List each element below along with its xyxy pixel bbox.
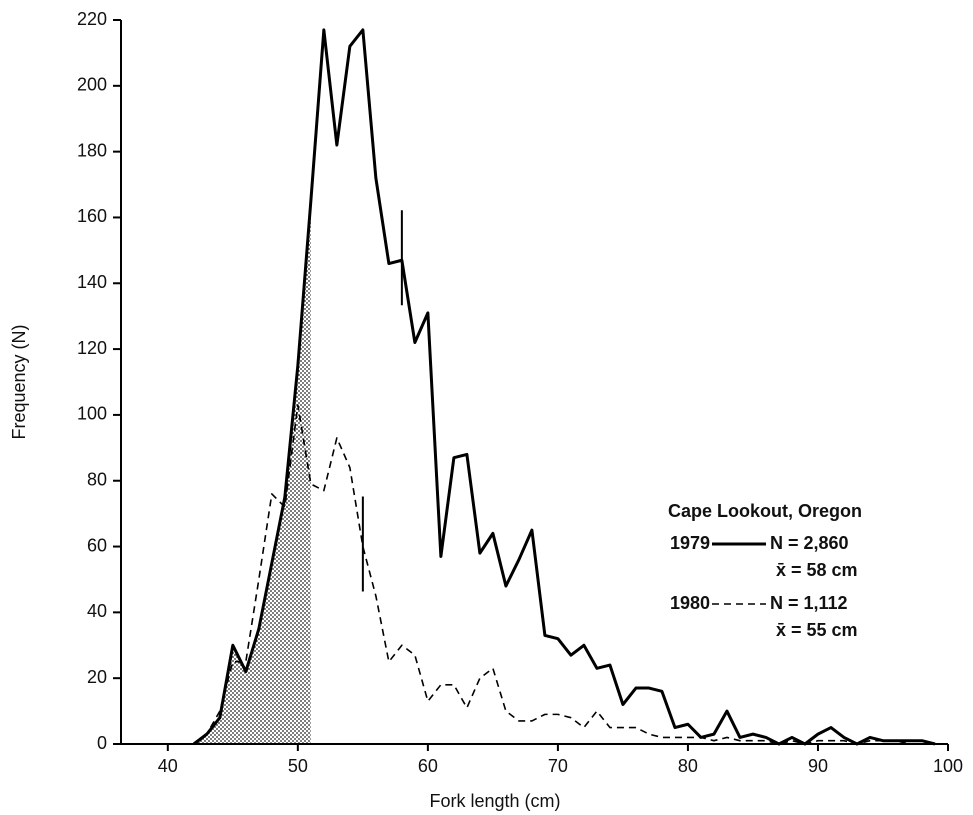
- y-tick-label: 20: [87, 667, 107, 687]
- x-tick-label: 70: [548, 756, 568, 776]
- y-tick-label: 200: [77, 75, 107, 95]
- x-axis-title: Fork length (cm): [429, 791, 560, 811]
- legend-mean: x̄ = 58 cm: [776, 560, 858, 580]
- legend-mean: x̄ = 55 cm: [776, 620, 858, 640]
- x-tick-label: 60: [418, 756, 438, 776]
- y-tick-label: 120: [77, 338, 107, 358]
- x-tick-label: 100: [933, 756, 963, 776]
- y-tick-label: 180: [77, 140, 107, 160]
- x-tick-label: 50: [288, 756, 308, 776]
- x-tick-label: 40: [158, 756, 178, 776]
- legend-label: 1979: [670, 533, 710, 553]
- legend-title: Cape Lookout, Oregon: [668, 501, 862, 521]
- y-tick-label: 40: [87, 601, 107, 621]
- legend-n: N = 2,860: [770, 533, 849, 553]
- x-tick-label: 80: [678, 756, 698, 776]
- shaded-area: [193, 201, 311, 744]
- legend-n: N = 1,112: [770, 593, 848, 613]
- legend-label: 1980: [670, 593, 710, 613]
- y-axis-title: Frequency (N): [9, 324, 29, 439]
- x-tick-label: 90: [808, 756, 828, 776]
- line-series: [193, 404, 935, 745]
- y-tick-label: 100: [77, 404, 107, 424]
- y-tick-label: 0: [97, 733, 107, 753]
- y-tick-label: 80: [87, 469, 107, 489]
- y-tick-label: 60: [87, 535, 107, 555]
- line-series: [192, 28, 936, 746]
- y-tick-label: 220: [77, 9, 107, 29]
- y-tick-label: 160: [77, 206, 107, 226]
- y-tick-label: 140: [77, 272, 107, 292]
